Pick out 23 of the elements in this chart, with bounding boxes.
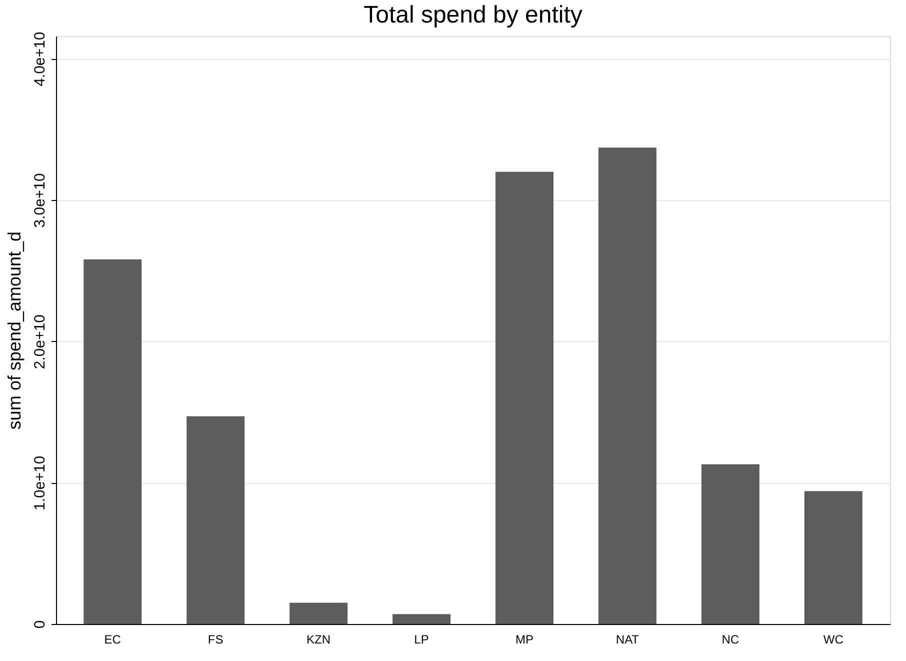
y-axis-title: sum of spend_amount_d (4, 231, 24, 430)
y-tick-label: 2.0e+10 (32, 314, 48, 370)
chart-title: Total spend by entity (364, 1, 582, 28)
y-tick-label: 4.0e+10 (32, 32, 48, 86)
bar (804, 491, 862, 624)
x-tick-label: NAT (616, 632, 640, 646)
x-tick-label: WC (823, 632, 844, 646)
bar (186, 416, 245, 624)
bar (392, 614, 451, 624)
x-tick-label: LP (414, 632, 429, 646)
bar (290, 602, 348, 624)
x-tick-label: FS (208, 632, 224, 646)
y-tick-label: 3.0e+10 (32, 173, 48, 228)
y-tick-label: 0 (32, 620, 48, 629)
x-tick-label: KZN (306, 632, 331, 646)
x-tick-label: MP (515, 632, 534, 646)
bar (495, 172, 554, 624)
bar (598, 148, 656, 624)
y-tick-label: 1.0e+10 (32, 456, 48, 510)
bar (84, 259, 142, 624)
x-tick-label: EC (104, 632, 122, 646)
x-tick-label: NC (722, 632, 740, 646)
bar (701, 464, 760, 624)
